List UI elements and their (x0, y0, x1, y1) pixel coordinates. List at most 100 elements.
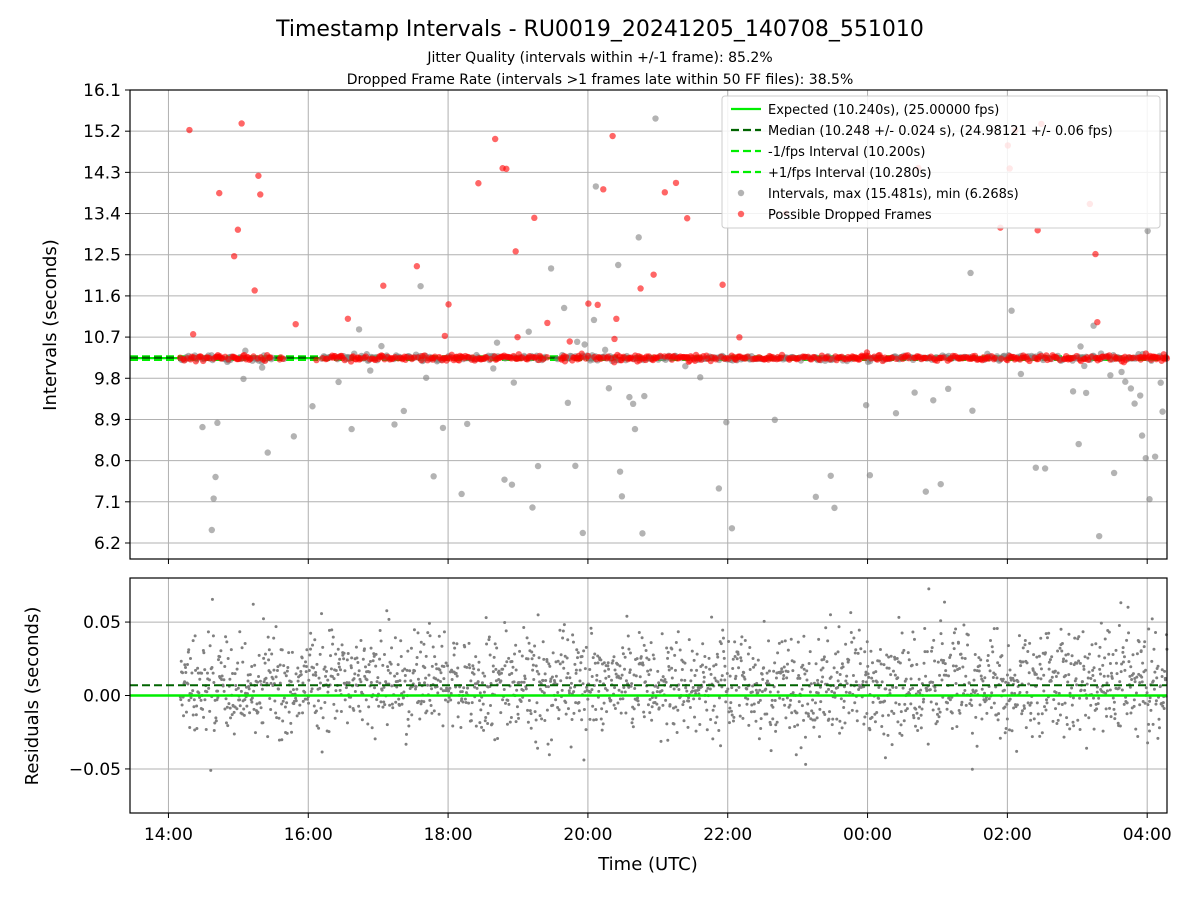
residual-point (1022, 706, 1026, 710)
residual-point (1040, 712, 1044, 716)
residual-point (198, 696, 202, 700)
residual-point (750, 703, 754, 707)
residual-point (595, 673, 599, 677)
residual-point (675, 731, 679, 735)
residual-point (224, 721, 228, 725)
residual-point (866, 672, 870, 676)
residual-point (655, 702, 659, 706)
residual-point (483, 719, 487, 723)
residual-point (1128, 685, 1132, 689)
residual-point (233, 672, 237, 676)
residual-point (613, 668, 617, 672)
residual-point (374, 652, 378, 656)
residual-point (742, 671, 746, 675)
residual-point (797, 674, 801, 678)
dropped-frame-point (216, 189, 223, 197)
residual-point (636, 699, 640, 703)
residual-point (821, 675, 825, 679)
intervals-y-axis-label: Intervals (seconds) (40, 239, 61, 411)
residual-point (256, 710, 260, 714)
intervals-y-tick-label: 13.4 (83, 205, 121, 225)
residual-point (234, 688, 238, 692)
residual-point (722, 650, 726, 654)
interval-point (572, 462, 579, 470)
residual-point (647, 673, 651, 677)
residual-point (751, 684, 755, 688)
residual-point (871, 661, 875, 665)
residual-point (769, 723, 773, 727)
residual-point (695, 668, 699, 672)
residual-point (334, 668, 338, 672)
residual-point (1086, 656, 1090, 660)
residual-point (289, 721, 293, 725)
residual-point (388, 671, 392, 675)
dropped-frame-point (609, 132, 616, 140)
residual-point (1108, 706, 1112, 710)
residual-point (854, 648, 858, 652)
residual-point (1005, 702, 1009, 706)
residual-point (789, 698, 793, 702)
residual-point (1070, 686, 1074, 690)
residual-point (269, 707, 273, 711)
residual-point (528, 709, 532, 713)
residual-point (250, 700, 254, 704)
residual-point (773, 699, 777, 703)
residual-point (983, 691, 987, 695)
residual-point (693, 715, 697, 719)
residual-point (504, 629, 508, 633)
residual-point (534, 740, 538, 744)
residual-point (1099, 672, 1103, 676)
residual-point (184, 666, 188, 670)
residual-point (859, 647, 863, 651)
residual-point (672, 706, 676, 710)
residual-point (987, 663, 991, 667)
residual-point (1154, 699, 1158, 703)
residual-point (645, 689, 649, 693)
residual-point (1089, 703, 1093, 707)
residual-point (825, 660, 829, 664)
residual-point (398, 679, 402, 683)
residual-point (624, 679, 628, 683)
residual-point (1098, 667, 1102, 671)
residual-point (720, 674, 724, 678)
residual-point (243, 642, 247, 646)
residual-point (888, 691, 892, 695)
residual-point (1131, 672, 1135, 676)
residual-point (756, 658, 760, 662)
residual-point (880, 724, 884, 728)
residual-point (629, 684, 633, 688)
residual-point (650, 718, 654, 722)
residual-point (847, 711, 851, 715)
residual-point (505, 660, 509, 664)
residual-point (960, 703, 964, 707)
residual-point (627, 647, 631, 651)
residual-point (326, 690, 330, 694)
residual-point (602, 661, 606, 665)
residual-point (795, 711, 799, 715)
residual-point (451, 724, 455, 728)
residual-point (540, 689, 544, 693)
residual-point (995, 676, 999, 680)
residual-point (1010, 729, 1014, 733)
residual-point (676, 708, 680, 712)
residual-point (664, 680, 668, 684)
interval-point (930, 397, 937, 404)
residual-point (1037, 654, 1041, 658)
residual-point (977, 656, 981, 660)
residual-point (372, 652, 376, 656)
residual-point (591, 704, 595, 708)
residual-point (1027, 682, 1031, 686)
x-tick-label: 16:00 (284, 825, 333, 845)
residual-point (358, 709, 362, 713)
residual-point (1050, 675, 1054, 679)
residual-point (791, 669, 795, 673)
residual-point (953, 669, 957, 673)
residual-point (530, 650, 534, 654)
residual-point (1008, 697, 1012, 701)
residual-point (648, 711, 652, 715)
interval-point (601, 346, 609, 354)
residual-point (423, 666, 427, 670)
residual-point (981, 679, 985, 683)
residual-point (407, 724, 411, 728)
